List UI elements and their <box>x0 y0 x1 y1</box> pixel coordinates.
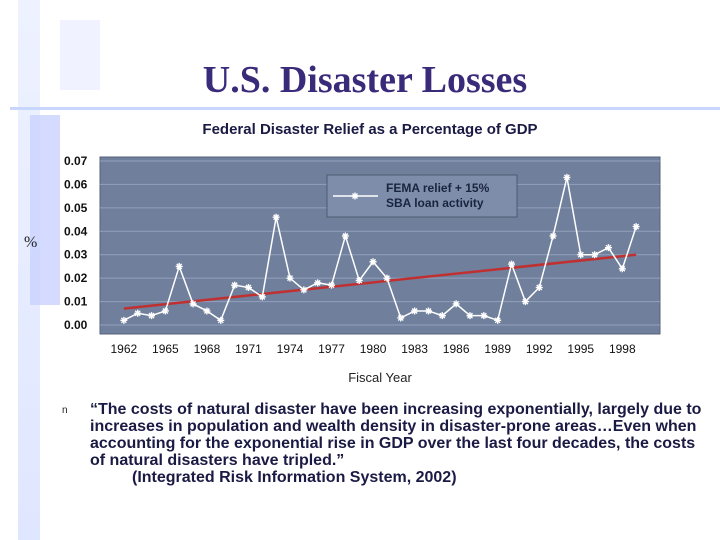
decorative-top-block <box>60 20 100 90</box>
x-tick-label: 1992 <box>526 342 553 356</box>
data-point <box>604 244 612 252</box>
y-tick-label: 0.07 <box>64 154 88 168</box>
data-point <box>272 213 280 221</box>
data-point <box>411 307 419 315</box>
data-point <box>397 314 405 322</box>
data-point <box>521 298 529 306</box>
x-tick-label: 1971 <box>235 342 262 356</box>
data-point <box>535 284 543 292</box>
y-tick-label: 0.03 <box>64 248 88 262</box>
x-tick-label: 1968 <box>194 342 221 356</box>
data-point <box>328 281 336 289</box>
x-tick-label: 1965 <box>152 342 179 356</box>
x-axis-label: Fiscal Year <box>348 370 412 385</box>
data-point <box>286 274 294 282</box>
x-tick-label: 1980 <box>360 342 387 356</box>
data-point <box>341 232 349 240</box>
y-tick-label: 0.00 <box>64 318 88 332</box>
decorative-side-block <box>30 115 60 305</box>
legend-marker <box>351 192 359 200</box>
y-axis-label: % <box>24 234 38 251</box>
y-tick-label: 0.05 <box>64 201 88 215</box>
data-point <box>369 258 377 266</box>
data-point <box>480 312 488 320</box>
data-point <box>189 300 197 308</box>
data-point <box>563 173 571 181</box>
data-point <box>549 232 557 240</box>
data-point <box>148 312 156 320</box>
x-tick-label: 1995 <box>567 342 594 356</box>
x-tick-label: 1962 <box>110 342 137 356</box>
quote-body: “The costs of natural disaster have been… <box>90 401 702 469</box>
data-point <box>452 300 460 308</box>
data-point <box>383 274 391 282</box>
data-point <box>231 281 239 289</box>
data-point <box>258 293 266 301</box>
x-tick-label: 1989 <box>484 342 511 356</box>
x-tick-label: 1974 <box>277 342 304 356</box>
data-point <box>632 223 640 231</box>
y-tick-label: 0.02 <box>64 271 88 285</box>
chart-title: Federal Disaster Relief as a Percentage … <box>202 121 538 138</box>
decorative-title-underline <box>10 107 720 110</box>
slide-title: U.S. Disaster Losses <box>202 59 528 101</box>
trend-line <box>123 253 637 310</box>
data-point <box>217 316 225 324</box>
data-point <box>494 316 502 324</box>
legend-label: FEMA relief + 15% SBA loan activity <box>386 181 490 210</box>
data-point <box>134 309 142 317</box>
data-point <box>175 262 183 270</box>
data-point <box>466 312 474 320</box>
data-point <box>591 251 599 259</box>
data-point <box>424 307 432 315</box>
x-tick-label: 1983 <box>401 342 428 356</box>
data-point <box>300 286 308 294</box>
data-point <box>438 312 446 320</box>
quote-text: “The costs of natural disaster have been… <box>90 401 710 486</box>
data-point <box>508 260 516 268</box>
data-point <box>120 316 128 324</box>
quote-citation: (Integrated Risk Information System, 200… <box>132 469 457 486</box>
x-tick-label: 1977 <box>318 342 345 356</box>
bullet-marker: n <box>62 405 68 416</box>
y-tick-label: 0.04 <box>64 224 88 238</box>
data-point <box>577 251 585 259</box>
data-point <box>314 279 322 287</box>
y-tick-label: 0.01 <box>64 295 88 309</box>
data-point <box>618 265 626 273</box>
data-point <box>244 284 252 292</box>
data-point <box>203 307 211 315</box>
data-point <box>161 307 169 315</box>
x-tick-label: 1998 <box>609 342 636 356</box>
x-tick-label: 1986 <box>443 342 470 356</box>
y-tick-label: 0.06 <box>64 177 88 191</box>
data-point <box>355 276 363 284</box>
